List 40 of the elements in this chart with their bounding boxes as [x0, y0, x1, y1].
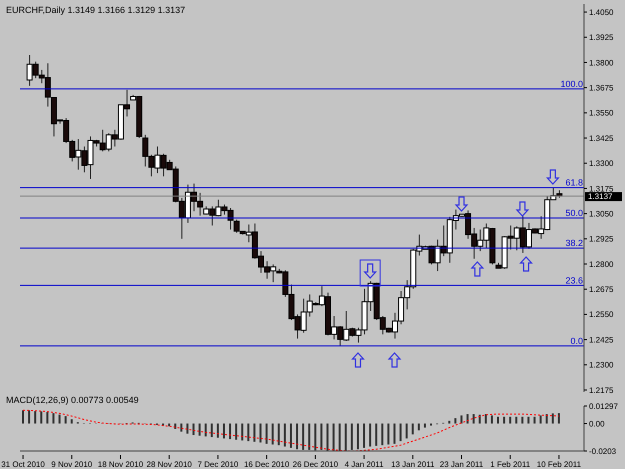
x-tick-label: 26 Dec 2010 — [292, 460, 339, 469]
x-tick-label: 31 Oct 2010 — [1, 460, 46, 469]
y-tick-label: 1.2675 — [589, 285, 614, 294]
annotation: 100.0 — [560, 78, 583, 89]
y-tick-label: 1.3175 — [589, 184, 614, 194]
y-tick-label: 0.01297 — [589, 402, 618, 411]
y-tick-label: 1.2925 — [589, 234, 614, 244]
x-tick-label: 9 Nov 2010 — [51, 460, 93, 469]
y-tick-label: 1.3675 — [589, 83, 614, 92]
y-tick-label: 1.3050 — [589, 209, 614, 218]
x-tick-label: 10 Feb 2011 — [536, 460, 582, 469]
x-tick-label: 13 Jan 2011 — [391, 460, 436, 469]
y-tick-label: 1.2550 — [589, 310, 614, 320]
x-tick-label: 1 Feb 2011 — [490, 460, 531, 469]
y-tick-label: 1.3425 — [589, 134, 614, 143]
y-tick-label: 1.3550 — [589, 108, 614, 118]
x-tick-label: 16 Dec 2010 — [244, 460, 290, 469]
annotation: 38.2 — [565, 238, 583, 248]
y-tick-label: 1.2300 — [589, 360, 614, 370]
y-tick-label: 1.4050 — [589, 8, 614, 17]
ref-line-label: 1.3137 — [588, 192, 614, 202]
x-tick-label: 18 Nov 2010 — [98, 460, 144, 469]
y-tick-label: 1.2175 — [589, 386, 614, 395]
y-tick-label: 1.3800 — [589, 58, 614, 68]
y-tick-label: 1.2800 — [589, 260, 614, 269]
x-tick-label: 23 Jan 2011 — [440, 460, 484, 469]
x-tick-label: 28 Nov 2010 — [146, 460, 192, 469]
y-tick-label: 0.00 — [589, 419, 606, 428]
y-tick-label: 1.3300 — [589, 159, 614, 168]
annotation: 23.6 — [565, 275, 583, 286]
y-tick-label: 1.2425 — [589, 335, 614, 344]
annotation: 0.0 — [570, 336, 583, 346]
x-tick-label: 4 Jan 2011 — [344, 460, 384, 469]
chart-title: MACD(12,26,9) 0.00773 0.00549 — [6, 395, 139, 405]
y-tick-label: -0.0203 — [589, 446, 617, 456]
y-tick-label: 1.3925 — [589, 33, 614, 42]
annotation: 50.0 — [565, 208, 583, 218]
annotation: 61.8 — [565, 178, 583, 188]
chart-title: EURCHF,Daily 1.3149 1.3166 1.3129 1.3137 — [6, 5, 186, 15]
x-tick-label: 7 Dec 2010 — [197, 460, 239, 469]
